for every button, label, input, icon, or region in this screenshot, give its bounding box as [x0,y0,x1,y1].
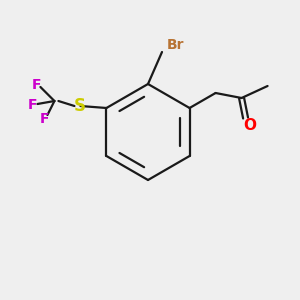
Text: S: S [74,97,86,115]
Text: F: F [32,78,41,92]
Text: F: F [40,112,49,126]
Text: Br: Br [166,38,184,52]
Text: O: O [243,118,256,134]
Text: F: F [28,98,37,112]
